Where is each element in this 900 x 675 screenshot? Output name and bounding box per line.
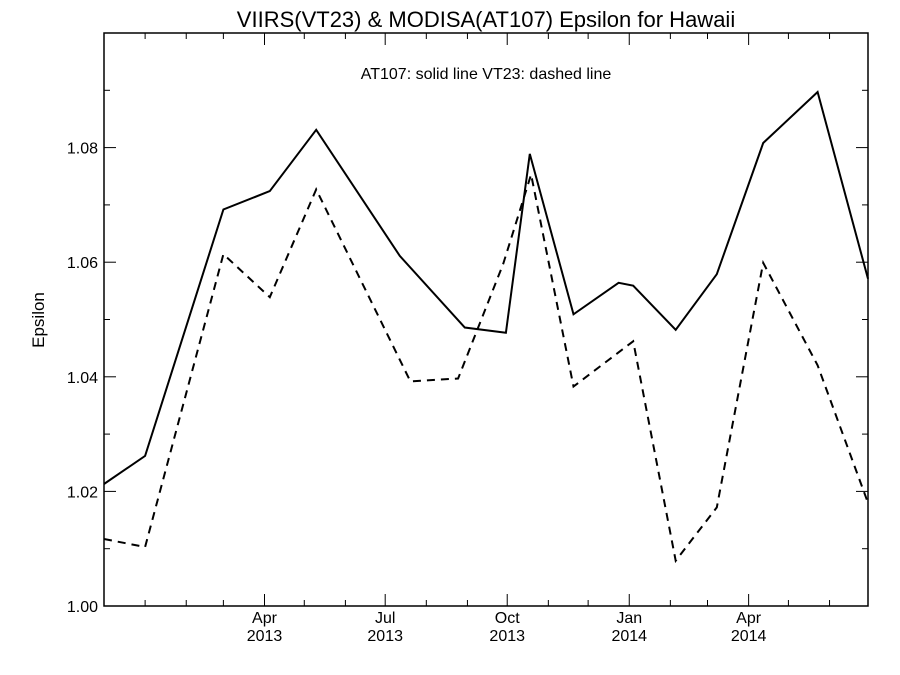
x-tick-label-month: Jan xyxy=(616,610,642,627)
y-tick-label: 1.08 xyxy=(67,141,98,158)
x-tick-label-year: 2014 xyxy=(731,628,767,645)
series-line-vt23 xyxy=(103,174,869,564)
y-tick-label: 1.06 xyxy=(67,255,98,272)
x-tick-label-year: 2013 xyxy=(247,628,283,645)
y-tick-label: 1.02 xyxy=(67,484,98,501)
data-series xyxy=(103,90,869,564)
x-tick-label-year: 2014 xyxy=(611,628,647,645)
plot-frame xyxy=(103,32,869,607)
x-tick-label-year: 2013 xyxy=(367,628,403,645)
x-tick-label-month: Apr xyxy=(736,610,762,627)
y-tick-label: 1.00 xyxy=(67,599,98,616)
legend-annotation: AT107: solid line VT23: dashed line xyxy=(361,66,612,83)
axis-ticks xyxy=(104,32,868,607)
y-tick-label: 1.04 xyxy=(67,370,98,387)
x-tick-label-month: Jul xyxy=(375,610,395,627)
y-tick-labels: 1.00 1.02 1.04 1.06 1.08 xyxy=(67,141,98,616)
x-tick-label-month: Oct xyxy=(495,610,520,627)
chart-title: VIIRS(VT23) & MODISA(AT107) Epsilon for … xyxy=(237,7,735,32)
y-axis-label: Epsilon xyxy=(29,292,48,348)
series-line-at107 xyxy=(103,90,869,485)
x-tick-label-month: Apr xyxy=(252,610,278,627)
x-tick-label-year: 2013 xyxy=(489,628,525,645)
